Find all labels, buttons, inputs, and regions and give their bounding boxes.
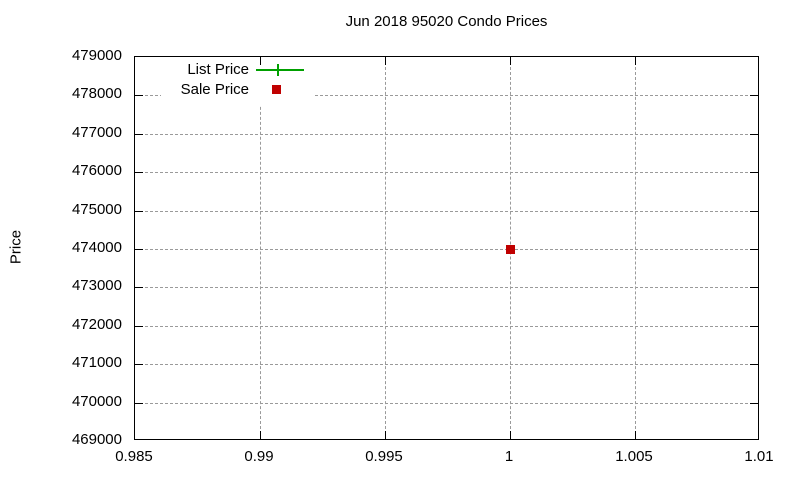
y-tick-label: 478000 [71,85,122,102]
tick-mark [750,134,758,135]
errorbar-line-icon [256,69,304,71]
tick-mark [260,431,261,439]
x-tick-label: 1.01 [744,448,774,465]
y-tick-label: 479000 [71,47,122,64]
data-point-sale-price [506,245,515,254]
gridline [135,134,758,135]
tick-mark [750,172,758,173]
gridline [135,364,758,365]
gridline [260,57,261,439]
plot-area: List Price Sale Price [134,56,759,440]
chart-title: Jun 2018 95020 Condo Prices [345,13,548,30]
x-tick-label: 0.99 [244,448,274,465]
tick-mark [750,287,758,288]
tick-mark [385,431,386,439]
plus-marker-icon [277,64,279,76]
tick-mark [135,172,143,173]
legend-label-sale-price: Sale Price [180,81,249,98]
tick-mark [260,57,261,65]
x-tick-label: 0.995 [365,448,403,465]
gridline [135,287,758,288]
tick-mark [635,57,636,65]
y-tick-label: 469000 [71,431,122,448]
x-tick-label: 1.005 [615,448,653,465]
gridline [135,211,758,212]
y-tick-label: 470000 [71,393,122,410]
legend-label-list-price: List Price [187,61,249,78]
tick-mark [750,95,758,96]
y-tick-label: 476000 [71,162,122,179]
tick-mark [135,326,143,327]
legend [161,65,313,105]
tick-mark [750,211,758,212]
x-tick-label: 0.985 [115,448,153,465]
gridline [135,403,758,404]
tick-mark [750,326,758,327]
tick-mark [135,211,143,212]
gridline [135,172,758,173]
gridline [135,249,758,250]
gridline [135,326,758,327]
square-marker-icon [272,85,281,94]
tick-mark [135,403,143,404]
tick-mark [135,134,143,135]
y-tick-label: 475000 [71,201,122,218]
gridline [385,57,386,439]
x-tick-label: 1 [504,448,514,465]
y-tick-label: 474000 [71,239,122,256]
y-tick-label: 472000 [71,316,122,333]
tick-mark [135,249,143,250]
y-tick-label: 471000 [71,354,122,371]
tick-mark [750,403,758,404]
y-axis-title: Price [7,229,25,265]
tick-mark [135,364,143,365]
tick-mark [135,287,143,288]
y-tick-label: 473000 [71,277,122,294]
tick-mark [750,249,758,250]
tick-mark [510,57,511,65]
tick-mark [635,431,636,439]
gridline [135,95,758,96]
tick-mark [135,95,143,96]
gridline [635,57,636,439]
tick-mark [385,57,386,65]
tick-mark [750,364,758,365]
tick-mark [510,431,511,439]
y-tick-label: 477000 [71,124,122,141]
